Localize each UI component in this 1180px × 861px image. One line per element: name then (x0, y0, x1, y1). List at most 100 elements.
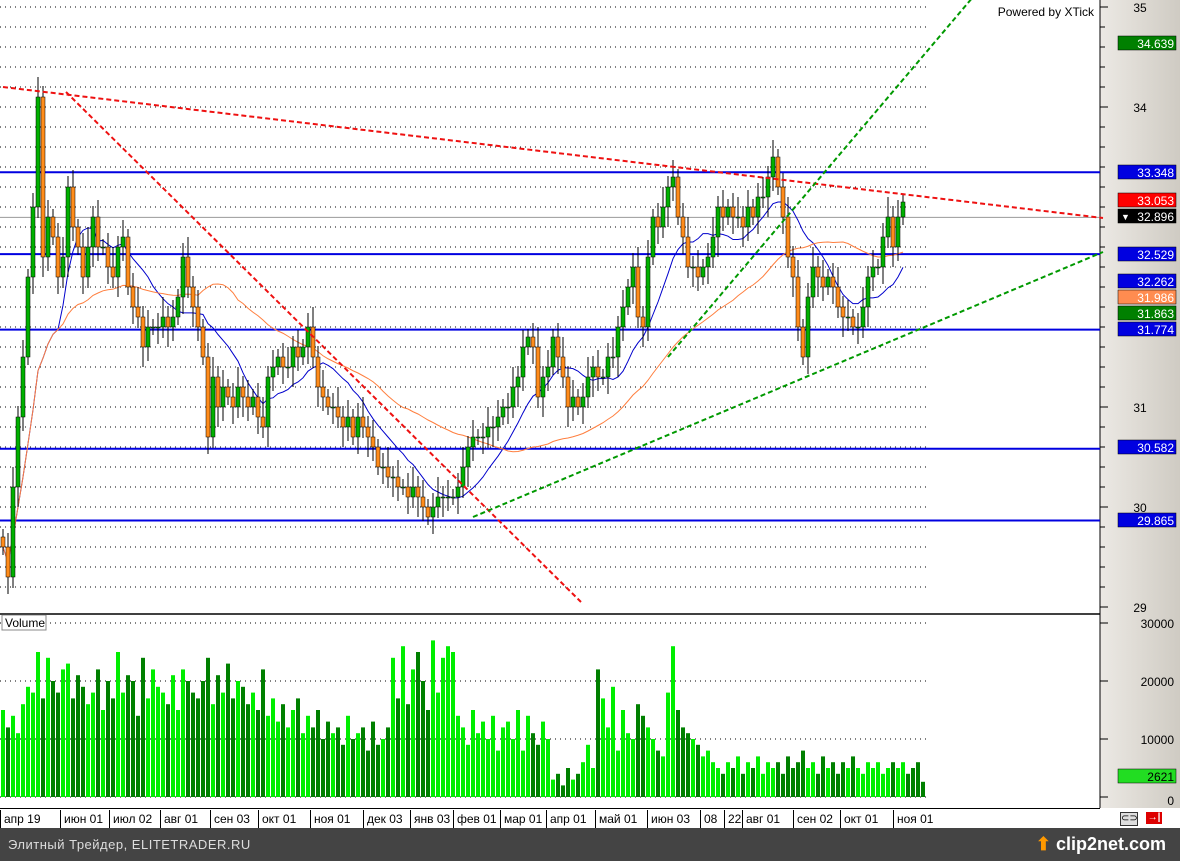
candle-body (210, 376, 216, 438)
volume-tick-label: 30000 (1141, 617, 1175, 631)
candle (855, 313, 861, 344)
price-label-box (1117, 289, 1177, 305)
volume-bar (911, 768, 915, 797)
volume-bar (666, 692, 670, 797)
candle-body (810, 266, 816, 298)
volume-bar (86, 704, 90, 797)
link-icon[interactable]: ⊂⊃ (1120, 812, 1138, 826)
candle-body (510, 386, 516, 408)
candle (435, 477, 441, 518)
candle (180, 243, 186, 314)
candle-body (130, 286, 136, 308)
volume-bar (901, 762, 905, 797)
candle-body (15, 416, 21, 488)
candle (5, 533, 11, 594)
candle-body (650, 216, 656, 258)
exit-icon[interactable]: →| (1146, 812, 1162, 824)
candle-body (335, 406, 341, 418)
volume-bar (576, 773, 580, 797)
candle-body (895, 216, 901, 248)
candle-body (115, 246, 121, 278)
candle (90, 206, 96, 267)
candle (715, 196, 721, 257)
x-tick-label: май 01 (595, 810, 637, 829)
volume-bar (691, 739, 695, 797)
price-label: 32.896 (1137, 210, 1174, 224)
volume-bar (341, 744, 345, 797)
candle (355, 403, 361, 454)
volume-bar (131, 681, 135, 797)
candle-body (235, 386, 241, 408)
candle (600, 369, 606, 385)
footer-caption: Элитный Трейдер, ELITETRADER.RU (8, 837, 251, 852)
candle (830, 263, 836, 304)
volume-bar (521, 750, 525, 797)
volume-bar (736, 756, 740, 797)
volume-bar (136, 715, 140, 797)
candle-body (405, 486, 411, 498)
volume-bar (366, 750, 370, 797)
volume-bar (371, 721, 375, 797)
candle-body (620, 306, 626, 328)
candle-body (215, 376, 221, 408)
candle-body (560, 356, 566, 378)
clip2net-logo: ⬆ clip2net.com (1035, 834, 1166, 854)
volume-bar (456, 715, 460, 797)
candle (895, 200, 901, 261)
volume-bar (436, 692, 440, 797)
candle-body (285, 366, 291, 369)
candle-body (55, 236, 61, 278)
candle-body (445, 496, 451, 499)
candle-body (360, 416, 366, 428)
volume-bar (11, 715, 15, 797)
candle (0, 529, 6, 555)
candle-body (730, 206, 736, 218)
volume-bar (541, 721, 545, 797)
candle-body (300, 346, 306, 358)
candle-body (740, 216, 746, 228)
candle-body (410, 486, 416, 498)
price-labels: 34.639 33.348 33.053 ▼ 32.896 32.529 32.262 31.… (1117, 35, 1177, 528)
candle-body (155, 326, 161, 329)
price-volume-chart: 29 30 31 34 35 34.639 33.348 33.053 ▼ 32.896 32.5… (0, 0, 1180, 808)
candle (25, 269, 31, 365)
volume-bar (731, 768, 735, 797)
candle-body (865, 276, 871, 308)
candle-body (470, 436, 476, 448)
volume-bar (591, 768, 595, 797)
x-tick-label: июн 01 (60, 810, 103, 829)
candle (285, 347, 291, 378)
candle (575, 389, 581, 415)
volume-bar (161, 692, 165, 797)
candle-body (870, 266, 876, 278)
candle (205, 343, 211, 454)
candle-body (550, 336, 556, 368)
candle-body (475, 436, 481, 439)
candle-body (315, 356, 321, 388)
candle (820, 260, 826, 301)
volume-bar (566, 768, 570, 797)
volume-bar (386, 727, 390, 797)
candle (445, 480, 451, 511)
volume-bar (786, 756, 790, 797)
volume-bar (636, 704, 640, 797)
volume-bar (21, 704, 25, 797)
volume-bar (186, 681, 190, 797)
volume-tick-label: 20000 (1141, 675, 1175, 689)
volume-bar (551, 779, 555, 797)
candle (250, 389, 256, 415)
candle (735, 197, 741, 228)
volume-bar (491, 715, 495, 797)
candle-body (600, 376, 606, 379)
candle-body (190, 286, 196, 308)
volume-bar (391, 657, 395, 797)
candle-body (100, 246, 106, 249)
watermark: Powered by XTick (998, 5, 1095, 19)
candle (170, 300, 176, 341)
volume-bar (516, 710, 520, 797)
candle (35, 77, 41, 218)
candle-body (400, 486, 406, 489)
price-label: 34.639 (1137, 37, 1174, 51)
horizontal-levels (0, 171, 1100, 522)
candle (65, 176, 71, 277)
